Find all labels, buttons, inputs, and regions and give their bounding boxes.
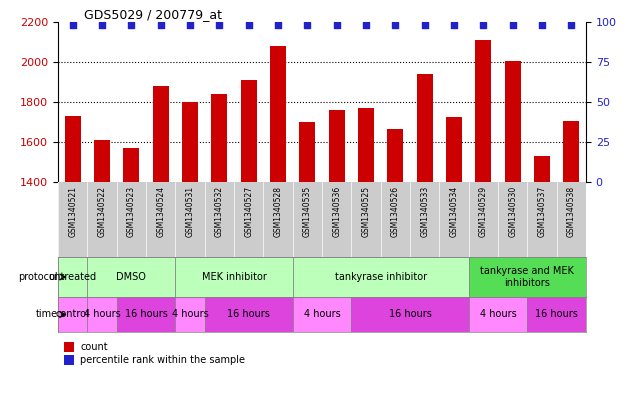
Text: GSM1340524: GSM1340524: [156, 186, 165, 237]
Bar: [293, 297, 351, 332]
Point: [361, 22, 371, 28]
Text: 4 hours: 4 hours: [479, 310, 517, 320]
Text: GSM1340525: GSM1340525: [362, 186, 370, 237]
Bar: [182, 102, 198, 393]
Point: [97, 22, 107, 28]
Point: [214, 22, 224, 28]
Bar: [270, 46, 286, 393]
Bar: [563, 121, 579, 393]
Bar: [469, 257, 586, 297]
Bar: [176, 257, 293, 297]
Bar: [351, 297, 469, 332]
Text: control: control: [56, 310, 90, 320]
Point: [566, 22, 576, 28]
Text: GSM1340531: GSM1340531: [185, 186, 194, 237]
Text: 16 hours: 16 hours: [227, 310, 270, 320]
Point: [67, 22, 78, 28]
Text: GSM1340521: GSM1340521: [68, 186, 77, 237]
Text: 16 hours: 16 hours: [124, 310, 167, 320]
Bar: [475, 40, 492, 393]
Point: [508, 22, 518, 28]
Text: 4 hours: 4 hours: [304, 310, 340, 320]
Bar: [417, 74, 433, 393]
Text: DMSO: DMSO: [117, 272, 146, 282]
Bar: [212, 94, 228, 393]
Text: 16 hours: 16 hours: [388, 310, 431, 320]
Point: [449, 22, 459, 28]
Text: GSM1340537: GSM1340537: [538, 186, 547, 237]
Bar: [469, 297, 528, 332]
Bar: [58, 297, 87, 332]
Bar: [293, 257, 469, 297]
Point: [420, 22, 430, 28]
Text: GSM1340538: GSM1340538: [567, 186, 576, 237]
Text: GSM1340532: GSM1340532: [215, 186, 224, 237]
Bar: [504, 61, 520, 393]
Bar: [123, 148, 139, 393]
Text: percentile rank within the sample: percentile rank within the sample: [80, 355, 246, 365]
Text: GSM1340535: GSM1340535: [303, 186, 312, 237]
Text: tankyrase and MEK
inhibitors: tankyrase and MEK inhibitors: [480, 266, 574, 288]
Text: GSM1340526: GSM1340526: [391, 186, 400, 237]
Text: 4 hours: 4 hours: [83, 310, 121, 320]
Point: [273, 22, 283, 28]
Text: 16 hours: 16 hours: [535, 310, 578, 320]
Text: GSM1340533: GSM1340533: [420, 186, 429, 237]
Point: [126, 22, 137, 28]
Point: [185, 22, 195, 28]
Point: [478, 22, 488, 28]
Text: GSM1340530: GSM1340530: [508, 186, 517, 237]
Text: time: time: [36, 310, 58, 320]
Point: [537, 22, 547, 28]
Text: protocol: protocol: [19, 272, 58, 282]
Bar: [534, 156, 550, 393]
Text: count: count: [80, 342, 108, 352]
Bar: [329, 110, 345, 393]
Point: [390, 22, 401, 28]
Point: [331, 22, 342, 28]
Bar: [240, 80, 257, 393]
Text: untreated: untreated: [49, 272, 97, 282]
Bar: [153, 86, 169, 393]
Bar: [299, 122, 315, 393]
Bar: [87, 297, 117, 332]
Bar: [94, 140, 110, 393]
Bar: [387, 129, 403, 393]
Bar: [65, 116, 81, 393]
Text: GSM1340529: GSM1340529: [479, 186, 488, 237]
Bar: [204, 297, 293, 332]
Text: GSM1340528: GSM1340528: [274, 186, 283, 237]
Point: [244, 22, 254, 28]
Text: MEK inhibitor: MEK inhibitor: [201, 272, 267, 282]
Bar: [58, 257, 87, 297]
Text: tankyrase inhibitor: tankyrase inhibitor: [335, 272, 427, 282]
Text: GSM1340522: GSM1340522: [97, 186, 106, 237]
Bar: [528, 297, 586, 332]
Text: GSM1340523: GSM1340523: [127, 186, 136, 237]
Text: 4 hours: 4 hours: [172, 310, 208, 320]
Bar: [358, 108, 374, 393]
Text: GDS5029 / 200779_at: GDS5029 / 200779_at: [85, 8, 222, 21]
Text: GSM1340536: GSM1340536: [332, 186, 341, 237]
Point: [302, 22, 312, 28]
Bar: [446, 117, 462, 393]
Bar: [176, 297, 204, 332]
Text: GSM1340534: GSM1340534: [449, 186, 458, 237]
Bar: [87, 257, 176, 297]
Point: [156, 22, 166, 28]
Text: GSM1340527: GSM1340527: [244, 186, 253, 237]
Bar: [117, 297, 176, 332]
